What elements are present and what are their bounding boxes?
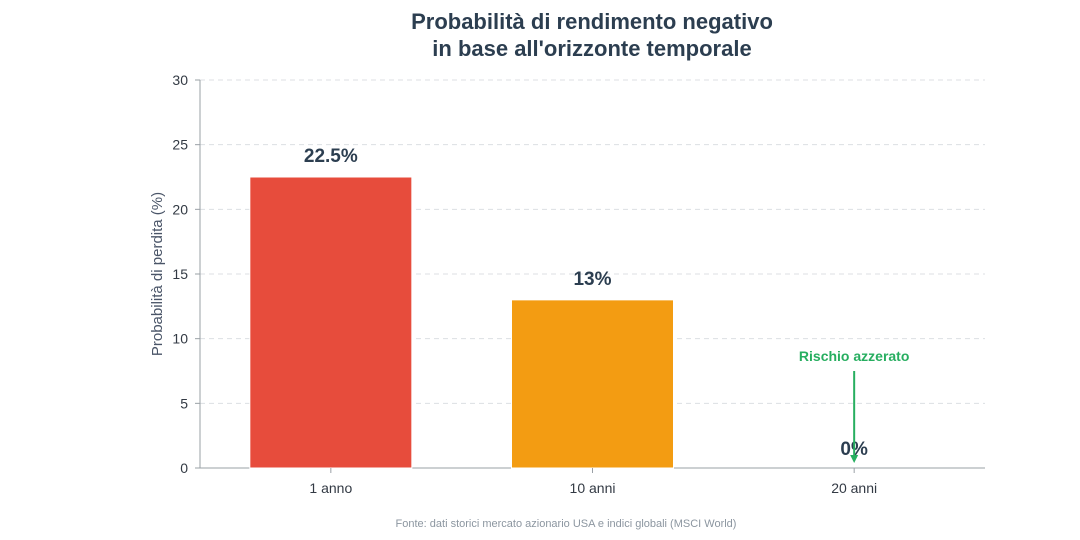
y-axis-ticks: 0 5 10 15 20 25 30 [172,72,200,476]
y-tick-label: 10 [172,331,188,347]
y-axis-label: Probabilità di perdita (%) [149,192,166,356]
y-tick-label: 30 [172,72,188,88]
y-tick-label: 25 [172,137,188,153]
bar-2 [511,299,674,469]
bar-1 [249,176,413,469]
chart-title-line: in base all'orizzonte temporale [432,36,751,61]
y-tick-label: 20 [172,201,188,217]
source-note: Fonte: dati storici mercato azionario US… [396,518,737,530]
data-label: 22.5% [304,146,358,167]
y-tick-label: 0 [180,460,188,476]
data-label: 13% [573,269,611,290]
annotation-arrow-head [850,455,859,463]
bars [249,176,674,469]
x-tick-label: 20 anni [831,480,877,496]
chart-title-line: Probabilità di rendimento negativo [411,9,773,34]
annotation-text: Rischio azzerato [799,348,909,364]
annotation: Rischio azzerato [799,348,909,463]
x-axis-ticks: 1 anno 10 anni 20 anni [309,468,877,496]
x-tick-label: 1 anno [309,480,352,496]
y-tick-label: 5 [180,395,188,411]
y-tick-label: 15 [172,266,188,282]
x-tick-label: 10 anni [570,480,616,496]
